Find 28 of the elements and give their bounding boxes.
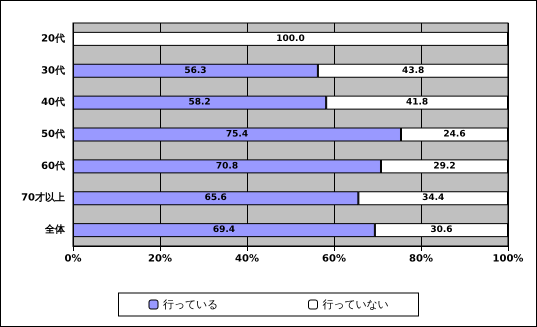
data-label: 56.3: [184, 66, 207, 76]
x-tick-label: 0%: [64, 254, 82, 264]
y-tick-label: 20代: [41, 32, 65, 44]
data-label: 58.2: [188, 98, 211, 108]
y-tick-label: 60代: [41, 160, 65, 172]
data-label: 75.4: [226, 130, 248, 140]
data-label: 30.6: [430, 225, 453, 236]
data-label: 100.0: [276, 34, 305, 44]
x-tick-label: 60%: [322, 254, 346, 264]
data-label: 43.8: [402, 66, 424, 76]
y-tick-label: 50代: [41, 128, 65, 140]
data-label: 29.2: [433, 161, 456, 172]
data-label: 34.4: [422, 193, 444, 204]
data-label: 69.4: [212, 225, 236, 236]
x-tick-label: 80%: [409, 254, 433, 264]
legend-label: 行っていない: [322, 298, 388, 311]
data-label: 65.6: [204, 193, 227, 204]
data-label: 24.6: [443, 130, 466, 140]
y-tick-label: 全体: [44, 224, 66, 236]
x-tick-label: 20%: [148, 254, 172, 264]
x-tick-label: 40%: [235, 254, 259, 264]
data-label: 70.8: [216, 161, 238, 172]
x-tick-label: 100%: [492, 254, 524, 264]
data-label: 41.8: [406, 98, 428, 108]
y-tick-label: 70才以上: [21, 192, 65, 204]
y-tick-label: 30代: [41, 64, 65, 76]
legend-label: 行っている: [163, 298, 218, 311]
y-tick-label: 40代: [41, 96, 65, 108]
